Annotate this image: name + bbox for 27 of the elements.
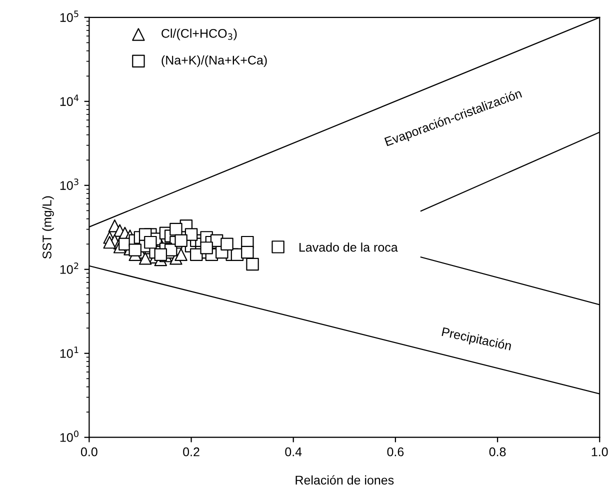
point [103,236,116,249]
point [144,236,157,249]
x-tick-label: 0.2 [183,447,200,456]
y-tick-label: 10$^{5}$ [60,10,78,22]
point [174,234,188,247]
y-tick-label: 10$^{4}$ [60,94,79,106]
x-tick-label: 1.0 [592,447,608,456]
point [154,248,168,261]
x-tick-label: 0.0 [80,447,98,456]
point [184,228,198,241]
y-axis-title: SST (mg/L) [42,196,54,259]
y-tick-label: 10$^{0}$ [60,430,78,442]
x-tick-label: 0.6 [387,447,404,456]
point [200,242,213,254]
y-tick-label: 10$^{3}$ [60,178,78,190]
point [241,246,254,259]
x-tick-label: 0.4 [285,447,302,456]
point [128,244,142,256]
y-tick-label: 10$^{1}$ [60,346,78,358]
legend-label: (Na+K)/(Na+K+Ca) [162,55,267,68]
point [170,222,182,236]
y-tick-label: 10$^{2}$ [60,262,78,274]
point [220,238,234,250]
x-tick-label: 0.8 [489,447,506,456]
x-axis-title: Relación de iones [296,475,394,485]
legend-label: Cl/(Cl+HCO$_{3}$) [162,28,237,40]
annotation: Lavado de la roca [299,242,398,252]
